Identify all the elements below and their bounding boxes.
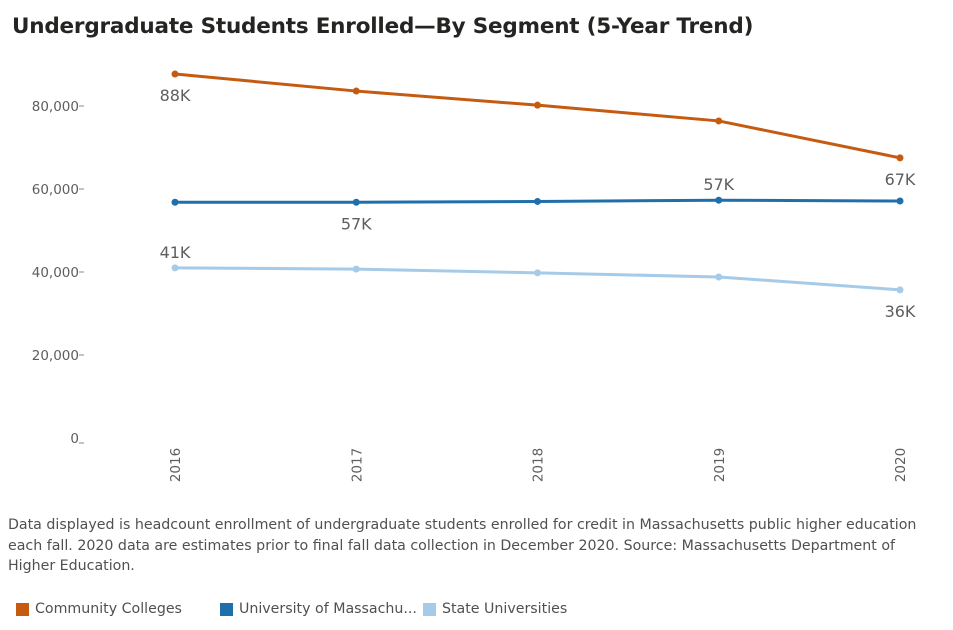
legend-swatch: [16, 602, 29, 616]
legend-swatch: [219, 602, 233, 616]
legend-item-community-colleges[interactable]: Community Colleges: [16, 601, 220, 617]
data-point: [896, 197, 904, 205]
chart-footnote: Data displayed is headcount enrollment o…: [8, 517, 917, 574]
line-chart: 0 20,000 40,000 60,000 80,000 2016 2017 2018 201…: [32, 70, 916, 482]
data-point: [352, 87, 360, 95]
data-label: 57K: [703, 175, 734, 194]
legend-swatch: [422, 602, 436, 616]
data-point: [534, 101, 541, 109]
y-tick-label: 40,000: [32, 265, 79, 281]
series-line-0: [173, 72, 902, 160]
legend-label: Community Colleges: [35, 601, 182, 617]
x-tick-label: 2017: [349, 448, 365, 482]
legend-label: University of Massachu...: [238, 601, 417, 617]
legend-item-state-universities[interactable]: State Universities: [422, 601, 568, 617]
legend: Community Colleges University of Massach…: [16, 601, 567, 617]
legend-label: State Universities: [441, 601, 568, 617]
data-label: 88K: [160, 86, 191, 105]
data-point: [352, 198, 360, 206]
x-tick-label: 2020: [893, 448, 909, 482]
y-tick-label: 60,000: [32, 182, 79, 198]
data-point: [534, 197, 541, 205]
data-point: [896, 286, 904, 294]
data-point: [352, 265, 360, 273]
data-point: [715, 196, 723, 204]
x-tick-label: 2019: [712, 448, 728, 482]
data-point: [896, 154, 904, 162]
data-point: [534, 269, 541, 277]
y-tick-label: 0: [70, 431, 79, 447]
legend-item-umass[interactable]: University of Massachu...: [219, 601, 423, 617]
data-point: [171, 198, 179, 206]
data-label: 67K: [885, 170, 916, 189]
data-point: [171, 70, 179, 78]
data-point: [715, 273, 723, 281]
x-tick-label: 2016: [168, 448, 184, 482]
data-point: [715, 117, 723, 125]
y-tick-label: 20,000: [32, 348, 79, 364]
data-label: 57K: [341, 214, 372, 233]
data-label: 41K: [160, 243, 191, 262]
data-label: 36K: [885, 302, 916, 321]
x-tick-label: 2018: [531, 448, 547, 482]
y-tick-label: 80,000: [32, 99, 79, 115]
chart-title: Undergraduate Students Enrolled—By Segme…: [12, 14, 754, 39]
data-point: [171, 264, 179, 272]
